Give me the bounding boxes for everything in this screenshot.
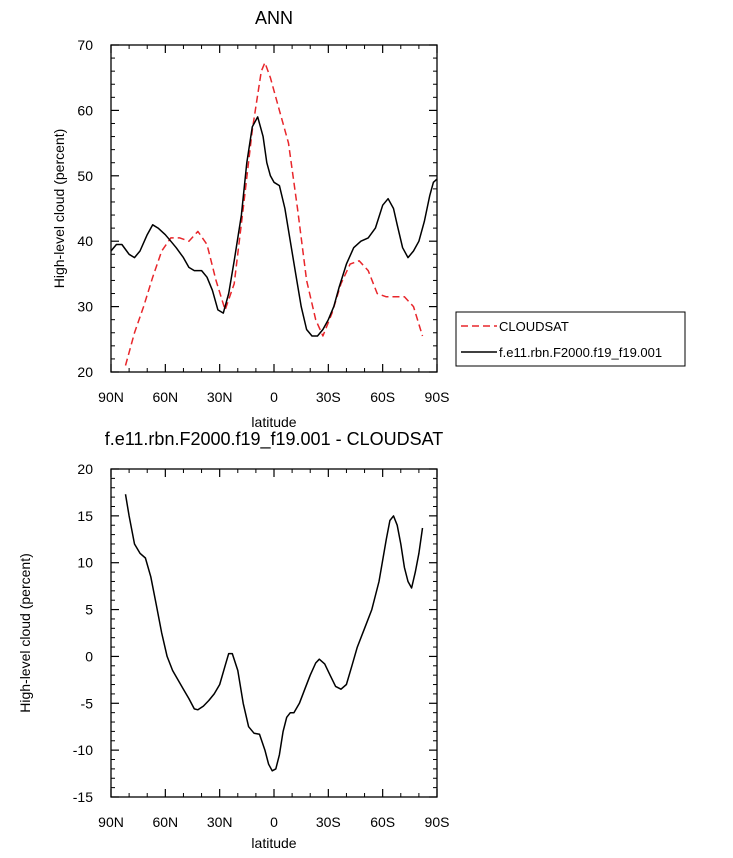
x-tick-label: 90S xyxy=(425,814,450,830)
y-tick-label: 70 xyxy=(77,37,93,53)
y-tick-label: 20 xyxy=(77,461,93,477)
x-tick-label: 60S xyxy=(370,389,395,405)
y-tick-label: 30 xyxy=(77,299,93,315)
y-tick-label: 15 xyxy=(77,508,93,524)
x-tick-label: 30S xyxy=(316,389,341,405)
y-tick-label: 5 xyxy=(85,602,93,618)
legend: CLOUDSAT f.e11.rbn.F2000.f19_f19.001 xyxy=(455,311,686,367)
legend-label-1: CLOUDSAT xyxy=(499,319,569,334)
legend-box xyxy=(455,311,686,367)
y-tick-label: 40 xyxy=(77,233,93,249)
series-line-2 xyxy=(110,116,438,337)
x-tick-label: 90S xyxy=(425,389,450,405)
plot-frame xyxy=(110,44,438,373)
x-tick-label: 60N xyxy=(152,814,178,830)
chart-panel-1: ANN 20 30 40 50 60 70 90N 60N 30N 0 30S 60S 90S latitu… xyxy=(51,8,686,430)
chart-title: f.e11.rbn.F2000.f19_f19.001 - CLOUDSAT xyxy=(105,429,444,450)
chart-panel-2: f.e11.rbn.F2000.f19_f19.001 - CLOUDSAT -1… xyxy=(17,429,449,851)
y-tick-label: 60 xyxy=(77,102,93,118)
y-tick-label: -5 xyxy=(81,695,94,711)
x-tick-label: 0 xyxy=(270,814,278,830)
x-tick-label: 30S xyxy=(316,814,341,830)
y-tick-label: -10 xyxy=(73,742,93,758)
x-tick-label: 90N xyxy=(98,389,124,405)
series-line-1 xyxy=(124,494,424,772)
y-tick-label: 0 xyxy=(85,648,93,664)
x-tick-label: 60S xyxy=(370,814,395,830)
y-tick-label: 50 xyxy=(77,168,93,184)
legend-label-2: f.e11.rbn.F2000.f19_f19.001 xyxy=(499,345,662,360)
y-tick-label: 20 xyxy=(77,364,93,380)
y-axis-label: High-level cloud (percent) xyxy=(51,129,67,289)
x-tick-label: 30N xyxy=(207,389,233,405)
y-tick-label: -15 xyxy=(73,789,93,805)
series-line-1 xyxy=(124,61,424,366)
x-tick-label: 30N xyxy=(207,814,233,830)
plot-frame xyxy=(110,468,438,798)
x-tick-label: 60N xyxy=(152,389,178,405)
x-tick-label: 0 xyxy=(270,389,278,405)
x-tick-label: 90N xyxy=(98,814,124,830)
x-axis-label: latitude xyxy=(251,414,296,430)
y-tick-label: 10 xyxy=(77,555,93,571)
y-axis-label: High-level cloud (percent) xyxy=(17,553,33,713)
x-axis-label: latitude xyxy=(251,835,296,851)
chart-title: ANN xyxy=(255,8,293,28)
